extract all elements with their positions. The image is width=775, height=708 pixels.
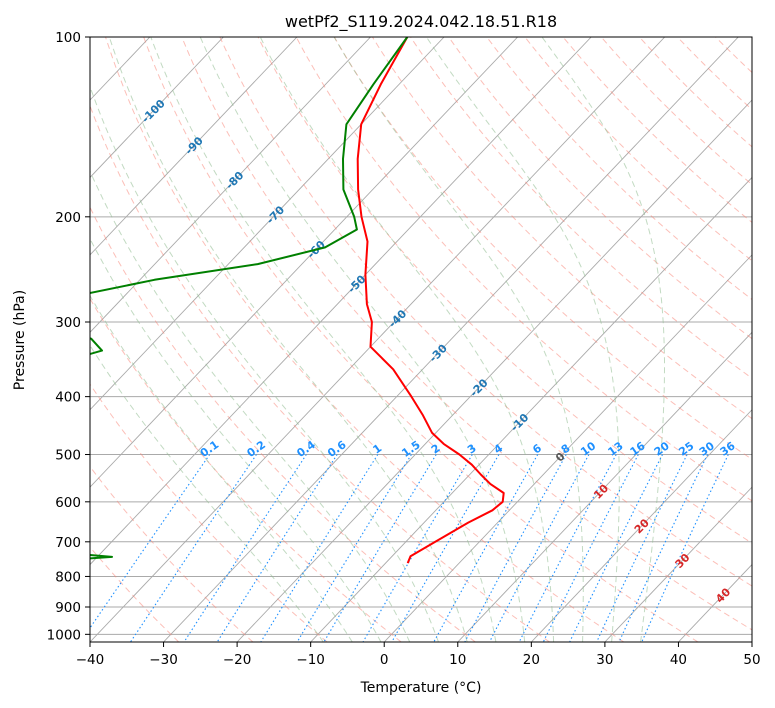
y-tick-label: 300 (55, 315, 81, 331)
moist-adiabat (425, 37, 620, 642)
y-tick-label: 1000 (47, 627, 81, 643)
x-axis-label: Temperature (°C) (360, 680, 482, 696)
dry-adiabat (90, 465, 254, 642)
plot-frame (89, 36, 753, 643)
dry-adiabat (562, 37, 752, 224)
mixing-ratio-line (518, 454, 617, 642)
moist-adiabat (90, 237, 382, 642)
y-tick-label: 900 (55, 600, 81, 616)
y-axis-label: Pressure (hPa) (12, 290, 28, 390)
x-axis-ticks: −40 −30 −20 −10 0 10 20 30 40 50 (76, 642, 761, 668)
y-tick-label: 100 (55, 30, 81, 46)
moist-adiabat (541, 37, 665, 642)
moist-adiabat (333, 37, 584, 642)
dry-adiabat (371, 37, 752, 420)
dry-adiabat (90, 206, 476, 642)
mixing-ratio-line (433, 454, 539, 642)
isotherm-line (90, 37, 666, 642)
dry-adiabat (143, 37, 699, 642)
dry-adiabat (219, 37, 752, 587)
y-tick-label: 500 (55, 448, 81, 464)
y-axis-ticks: 100 200 300 400 500 600 700 800 900 1000 (47, 30, 90, 643)
y-tick-label: 700 (55, 535, 81, 551)
plot-area: -100-90-80-70-60-50-40-30-20-10010203040… (90, 37, 752, 642)
dry-adiabat (105, 37, 625, 642)
x-tick-label: 40 (670, 652, 687, 668)
dewpoint-profile (90, 37, 409, 560)
mixing-ratio-line (130, 454, 257, 642)
x-tick-label: 20 (523, 652, 540, 668)
x-tick-label: −10 (296, 652, 325, 668)
x-tick-label: 50 (743, 652, 760, 668)
isotherm-line (310, 176, 752, 642)
mixing-ratio-line (542, 454, 639, 642)
isotherm-line (90, 37, 298, 256)
isotherm-line (90, 37, 518, 488)
mixing-ratio-line (362, 454, 473, 642)
dry-adiabat (257, 37, 752, 544)
dry-adiabat (410, 37, 752, 379)
y-tick-label: 200 (55, 210, 81, 226)
isotherm-line (90, 37, 592, 566)
mixing-ratio-line (641, 454, 729, 642)
x-tick-label: 10 (449, 652, 466, 668)
isotherm-line (604, 486, 752, 642)
mixing-ratio-line (489, 454, 590, 642)
x-tick-label: −20 (223, 652, 252, 668)
dry-adiabats (90, 37, 752, 642)
moist-adiabat (150, 37, 497, 642)
chart-title: wetPf2_S119.2024.042.18.51.R18 (285, 12, 557, 32)
moist-adiabats (90, 37, 665, 642)
moist-adiabat (108, 37, 468, 642)
moist-adiabat (199, 37, 526, 642)
isotherm-line (531, 409, 752, 642)
isotherm-line (90, 37, 371, 333)
mixing-ratio-line (391, 454, 500, 642)
isotherm-line (163, 37, 739, 642)
y-tick-label: 800 (55, 569, 81, 585)
x-tick-label: 0 (380, 652, 389, 668)
moist-adiabat (90, 85, 439, 642)
y-tick-label: 400 (55, 390, 81, 406)
mixing-ratio-line (323, 454, 437, 642)
x-tick-label: 30 (596, 652, 613, 668)
dry-adiabat (524, 37, 752, 262)
isotherm-line (90, 37, 445, 411)
dry-adiabat (638, 37, 752, 148)
isotherm-line (90, 37, 224, 179)
y-tick-label: 600 (55, 495, 81, 511)
isotherm-line (383, 254, 752, 642)
mixing-ratio-lines (90, 454, 729, 642)
mixing-ratio-line (183, 454, 307, 642)
isotherms (90, 37, 752, 642)
mixing-ratio-line (464, 454, 567, 642)
dry-adiabat (448, 37, 752, 340)
dry-adiabat (90, 104, 550, 642)
moist-adiabat (259, 37, 555, 642)
isotherm-line (457, 331, 752, 642)
isotherm-line (236, 99, 752, 642)
profiles (90, 37, 505, 564)
dry-adiabat (333, 37, 752, 460)
moist-adiabat (90, 294, 353, 642)
temperature-profile (356, 37, 505, 564)
x-tick-label: −30 (149, 652, 178, 668)
dry-adiabat (181, 37, 752, 631)
mixing-ratio-line (296, 454, 412, 642)
x-tick-label: −40 (76, 652, 105, 668)
dry-adiabat (90, 297, 402, 642)
